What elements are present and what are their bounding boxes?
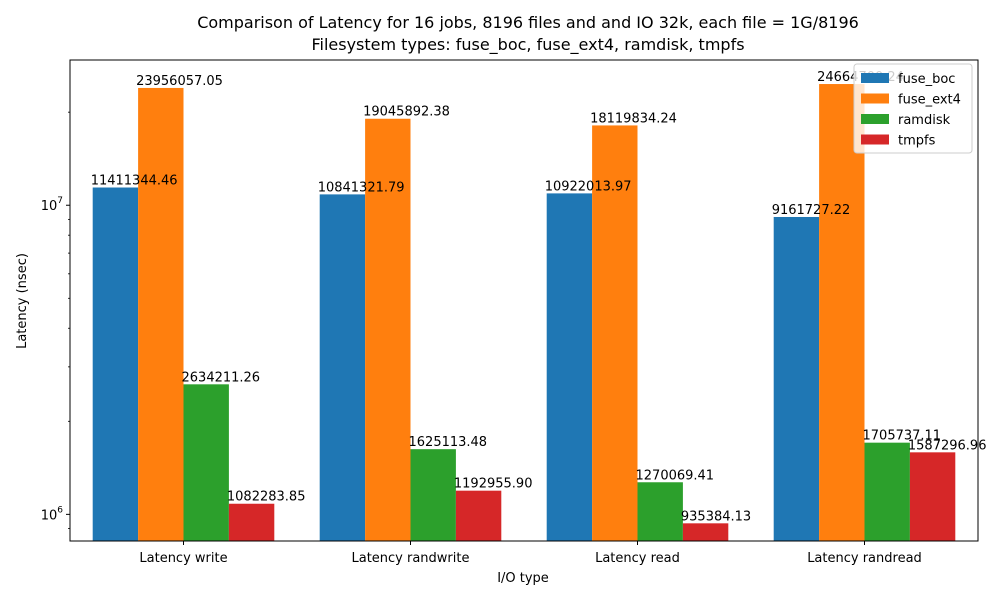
bar-ramdisk-3	[637, 482, 683, 541]
bar-fuse-boc-4	[773, 216, 820, 541]
legend-swatch-tmpfs	[861, 134, 889, 145]
plot-area-frame	[69, 59, 979, 542]
bar-fuse-ext4-4	[819, 84, 865, 541]
y-tick-label-2: 107	[41, 196, 63, 214]
bar-tmpfs-4	[909, 452, 956, 541]
bar-fuse-ext4-1	[138, 87, 184, 542]
legend-label-ramdisk: ramdisk	[898, 113, 951, 128]
legend-label-tmpfs: tmpfs	[898, 134, 936, 149]
bars-group	[92, 84, 956, 542]
bar-ramdisk-2	[410, 449, 456, 541]
data-label-tmpfs-1: 1082283.85	[227, 490, 306, 505]
bar-fuse-boc-1	[92, 187, 139, 541]
data-label-fuse-boc-4: 9161727.22	[772, 203, 851, 218]
data-label-ramdisk-2: 1625113.48	[409, 435, 488, 450]
data-label-ramdisk-1: 2634211.26	[182, 370, 261, 385]
legend-label-fuse-ext4: fuse_ext4	[898, 93, 961, 108]
data-label-tmpfs-3: 935384.13	[681, 509, 751, 524]
bar-fuse-ext4-3	[592, 125, 638, 541]
x-tick-label-2: Latency randwrite	[351, 551, 469, 566]
chart-title: Comparison of Latency for 16 jobs, 8196 …	[197, 13, 859, 32]
bar-tmpfs-3	[682, 523, 729, 541]
legend-swatch-ramdisk	[861, 114, 889, 124]
data-label-ramdisk-4: 1705737.11	[863, 429, 942, 444]
legend-swatch-fuse-boc	[861, 73, 889, 83]
data-label-fuse-boc-2: 10841321.79	[318, 180, 405, 195]
bar-tmpfs-2	[455, 490, 502, 541]
bar-fuse-boc-2	[319, 194, 366, 541]
bar-fuse-boc-3	[546, 193, 593, 541]
y-axis-label: Latency (nsec)	[15, 253, 30, 349]
bar-fuse-ext4-2	[365, 118, 411, 541]
bar-ramdisk-4	[864, 442, 910, 541]
data-label-ramdisk-3: 1270069.41	[636, 468, 715, 483]
y-axis: 106 107	[41, 111, 70, 529]
x-axis: Latency write Latency randwrite Latency re…	[139, 541, 922, 566]
bar-tmpfs-1	[228, 503, 275, 541]
x-tick-label-1: Latency write	[139, 551, 227, 566]
y-tick-label-1: 106	[41, 505, 64, 523]
data-label-fuse-boc-1: 11411344.46	[91, 174, 178, 189]
x-axis-label: I/O type	[497, 571, 549, 586]
bar-ramdisk-1	[183, 384, 229, 541]
chart-subtitle: Filesystem types: fuse_boc, fuse_ext4, r…	[311, 35, 744, 55]
x-tick-label-4: Latency randread	[807, 551, 922, 566]
data-label-tmpfs-4: 1587296.96	[908, 438, 987, 453]
data-label-fuse-ext4-1: 23956057.05	[136, 74, 223, 89]
data-label-fuse-ext4-3: 18119834.24	[590, 111, 677, 126]
data-label-fuse-ext4-2: 19045892.38	[363, 105, 450, 120]
x-tick-label-3: Latency read	[595, 551, 680, 566]
legend-label-fuse-boc: fuse_boc	[898, 72, 955, 87]
legend-swatch-fuse-ext4	[861, 93, 889, 104]
data-labels-group: 11411344.46 23956057.05 2634211.26 1082283.…	[91, 70, 987, 524]
data-label-tmpfs-2: 1192955.90	[454, 477, 533, 492]
legend-box	[853, 63, 973, 154]
data-label-fuse-boc-3: 10922013.97	[545, 179, 632, 194]
